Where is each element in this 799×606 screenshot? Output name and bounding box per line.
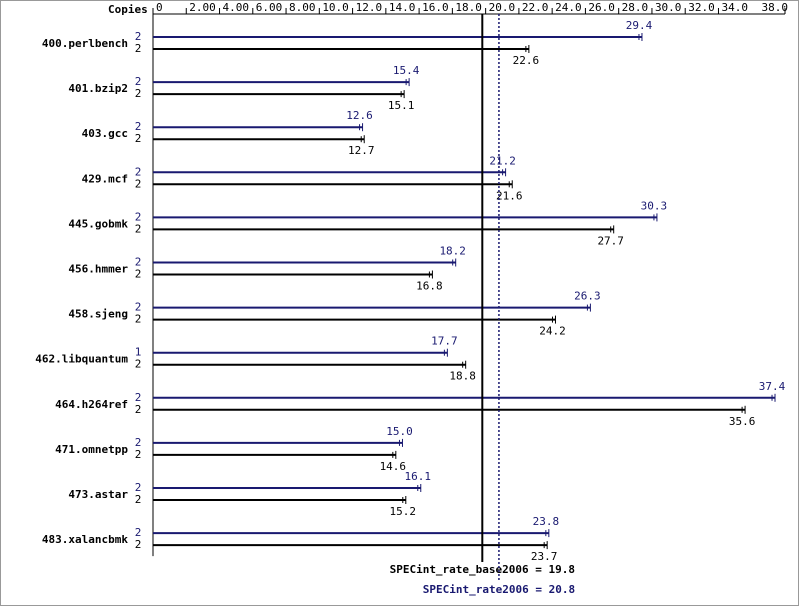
value-label: 22.6 — [513, 54, 540, 67]
value-label: 37.4 — [759, 380, 786, 393]
category-label: 464.h264ref — [55, 398, 128, 411]
copies-label: 2 — [135, 210, 142, 223]
copies-label: 2 — [135, 538, 142, 551]
copies-label: 2 — [135, 358, 142, 371]
copies-label: 2 — [135, 222, 142, 235]
x-tick-label: 18.0 — [455, 1, 482, 14]
category-label: 473.astar — [68, 488, 128, 501]
x-tick-label: 8.00 — [289, 1, 316, 14]
copies-label: 2 — [135, 30, 142, 43]
category-label: 445.gobmk — [68, 217, 128, 230]
value-label: 12.7 — [348, 144, 375, 157]
x-tick-label: 26.0 — [588, 1, 615, 14]
x-tick-label: 34.0 — [721, 1, 748, 14]
copies-label: 2 — [135, 268, 142, 281]
copies-header: Copies — [108, 3, 148, 16]
x-tick-label: 16.0 — [422, 1, 449, 14]
copies-label: 2 — [135, 132, 142, 145]
x-tick-label: 10.0 — [322, 1, 349, 14]
copies-label: 2 — [135, 87, 142, 100]
value-label: 24.2 — [539, 325, 566, 338]
category-label: 429.mcf — [82, 172, 128, 185]
x-tick-label: 24.0 — [555, 1, 582, 14]
value-label: 35.6 — [729, 415, 756, 428]
copies-label: 2 — [135, 256, 142, 269]
copies-label: 2 — [135, 448, 142, 461]
value-label: 16.1 — [405, 470, 432, 483]
copies-label: 2 — [135, 165, 142, 178]
value-label: 14.6 — [380, 460, 407, 473]
value-label: 29.4 — [626, 19, 653, 32]
copies-label: 2 — [135, 75, 142, 88]
copies-label: 1 — [135, 346, 142, 359]
copies-label: 2 — [135, 177, 142, 190]
copies-label: 2 — [135, 301, 142, 314]
value-label: 30.3 — [641, 199, 668, 212]
copies-label: 2 — [135, 436, 142, 449]
value-label: 23.7 — [531, 550, 558, 563]
x-tick-label: 22.0 — [522, 1, 549, 14]
copies-label: 2 — [135, 403, 142, 416]
category-label: 456.hmmer — [68, 263, 128, 276]
category-label: 400.perlbench — [42, 37, 128, 50]
value-label: 15.4 — [393, 64, 420, 77]
x-tick-label: 30.0 — [655, 1, 682, 14]
value-label: 18.8 — [449, 370, 476, 383]
reference-label: SPECint_rate2006 = 20.8 — [423, 583, 575, 596]
category-label: 462.libquantum — [35, 353, 128, 366]
value-label: 23.8 — [533, 515, 560, 528]
copies-label: 2 — [135, 481, 142, 494]
x-tick-label: 6.00 — [256, 1, 283, 14]
copies-label: 2 — [135, 493, 142, 506]
value-label: 15.0 — [386, 425, 413, 438]
x-tick-label: 28.0 — [622, 1, 649, 14]
copies-label: 2 — [135, 391, 142, 404]
value-label: 26.3 — [574, 290, 601, 303]
category-label: 458.sjeng — [68, 308, 128, 321]
value-label: 15.1 — [388, 99, 415, 112]
x-tick-label: 0 — [156, 1, 163, 14]
copies-label: 2 — [135, 526, 142, 539]
category-label: 483.xalancbmk — [42, 533, 128, 546]
category-label: 471.omnetpp — [55, 443, 128, 456]
value-label: 18.2 — [439, 245, 466, 258]
value-label: 21.2 — [489, 154, 516, 167]
value-label: 27.7 — [597, 234, 624, 247]
x-tick-label: 4.00 — [223, 1, 250, 14]
x-tick-label: 2.00 — [189, 1, 216, 14]
value-label: 21.6 — [496, 189, 523, 202]
reference-label: SPECint_rate_base2006 = 19.8 — [390, 563, 575, 576]
value-label: 15.2 — [390, 505, 417, 518]
x-tick-label: 14.0 — [389, 1, 416, 14]
value-label: 12.6 — [346, 109, 373, 122]
copies-label: 2 — [135, 120, 142, 133]
x-tick-label: 32.0 — [688, 1, 715, 14]
value-label: 17.7 — [431, 335, 458, 348]
category-label: 403.gcc — [82, 127, 128, 140]
value-label: 16.8 — [416, 280, 443, 293]
category-label: 401.bzip2 — [68, 82, 128, 95]
copies-label: 2 — [135, 42, 142, 55]
x-tick-label: 12.0 — [356, 1, 383, 14]
x-tick-label: 20.0 — [489, 1, 516, 14]
x-tick-label: 38.0 — [762, 1, 789, 14]
copies-label: 2 — [135, 313, 142, 326]
